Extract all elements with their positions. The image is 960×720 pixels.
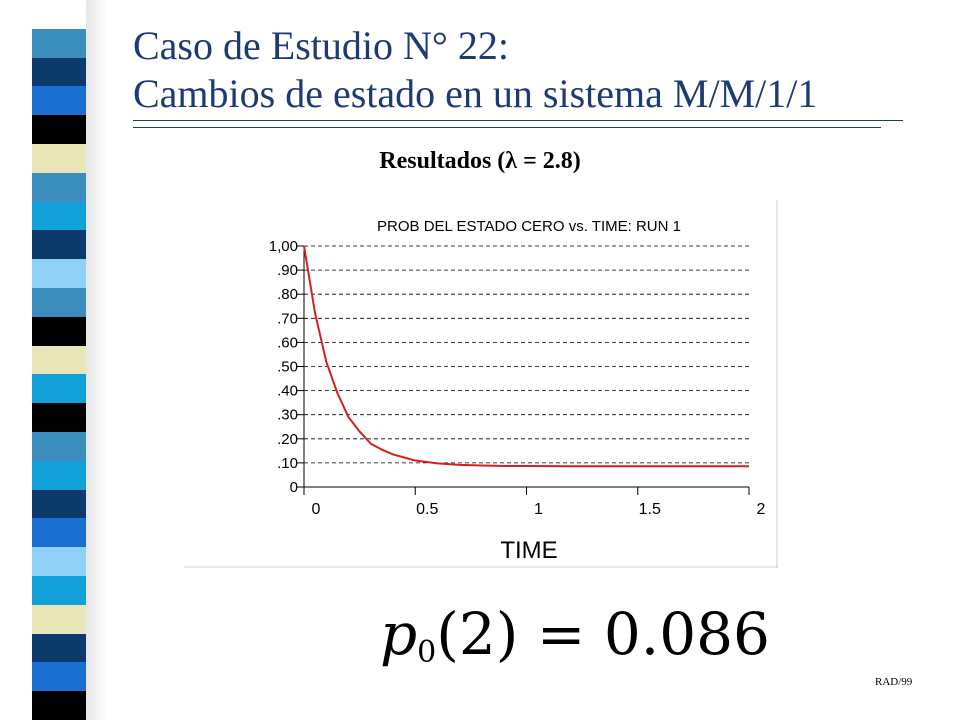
result-equation: p0(2) = 0.086 [380,600,770,670]
stripe-block [32,86,86,116]
y-tick-label: .20 [277,431,298,448]
stripe-block [32,633,86,663]
title-line-1: Caso de Estudio N° 22: [133,23,509,68]
footer-code: RAD/99 [875,676,913,688]
stripe-block [32,201,86,231]
grid-layer [304,245,749,464]
y-tick-label: .40 [277,383,298,400]
stripe-block [32,0,86,29]
stripe-block [32,287,86,317]
series-line [303,245,749,468]
title-line-2: Cambios de estado en un sistema M/M/1/1 [133,71,818,116]
stripe-block [32,403,86,432]
equation-operator: = [536,600,586,668]
stripe-block [32,115,86,144]
stripe-block [32,143,86,173]
chart-svg: PROB DEL ESTADO CERO vs. TIME: RUN 1 0 .1… [184,200,778,568]
x-tick-label: 2 [757,501,766,518]
title-rule-secondary [133,127,881,128]
stripe-block [32,172,86,202]
stripe-block [32,345,86,375]
x-tick-label: 1.5 [639,501,661,518]
stripe-block [32,316,86,346]
stripe-block [32,259,86,288]
decorative-stripe [32,0,86,720]
slide-title: Caso de Estudio N° 22: Cambios de estado… [133,22,817,118]
stripe-block [32,547,86,576]
stripe-block [32,230,86,260]
stripe-block [32,431,86,461]
x-axis-label: TIME [500,537,557,564]
stripe-block [32,662,86,692]
equation-argument: (2) [436,600,519,668]
x-tick-label: 0.5 [416,501,438,518]
stripe-block [32,374,86,404]
stripe-block [32,604,86,634]
y-tick-label: 0 [290,479,298,496]
y-tick-label: .70 [277,310,298,327]
y-tick-label: .30 [277,407,298,424]
x-tick-label: 0 [312,501,321,518]
stripe-block [32,575,86,605]
stripe-block [32,489,86,519]
y-tick-label: .80 [277,286,298,303]
chart-title: PROB DEL ESTADO CERO vs. TIME: RUN 1 [377,218,681,235]
subtitle: Resultados (λ = 2.8) [379,148,581,174]
y-tick-label: .60 [277,334,298,351]
y-tick-label: .50 [277,359,298,376]
stripe-block [32,518,86,548]
title-rule [133,120,903,121]
y-tick-label: .90 [277,262,298,279]
chart: PROB DEL ESTADO CERO vs. TIME: RUN 1 0 .1… [184,200,778,568]
series-layer [303,245,749,468]
stripe-block [32,691,86,720]
stripe-block [32,28,86,58]
stripe-block [32,460,86,490]
stripe-shadow [86,0,108,720]
y-tick-label: .10 [277,455,298,472]
equation-symbol: p [380,600,418,668]
y-tick-label: 1,00 [269,238,298,255]
tick-layer: 0 .10 .20 .30 .40 .50 .60 .70 .80 .90 1,00 0 0.5 1 1.5… [269,238,766,518]
stripe-block [32,57,86,87]
x-tick-label: 1 [534,501,543,518]
equation-subscript: 0 [417,635,437,670]
equation-value: 0.086 [603,600,770,668]
